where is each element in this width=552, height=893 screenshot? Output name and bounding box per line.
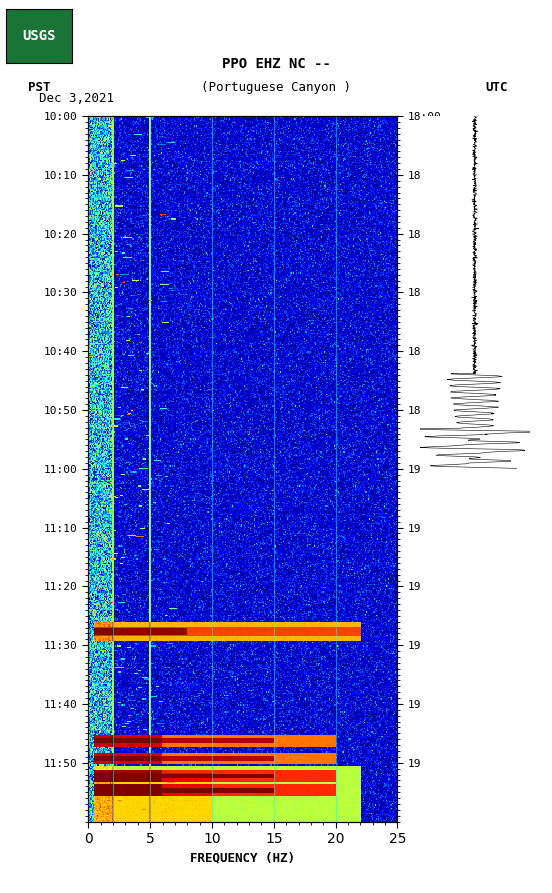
Text: Dec 3,2021: Dec 3,2021	[39, 92, 114, 105]
Text: UTC: UTC	[486, 80, 508, 94]
Text: PPO EHZ NC --: PPO EHZ NC --	[221, 57, 331, 71]
X-axis label: FREQUENCY (HZ): FREQUENCY (HZ)	[190, 852, 295, 864]
Text: (Portuguese Canyon ): (Portuguese Canyon )	[201, 80, 351, 94]
Text: USGS: USGS	[22, 29, 55, 43]
Text: PST: PST	[28, 80, 50, 94]
